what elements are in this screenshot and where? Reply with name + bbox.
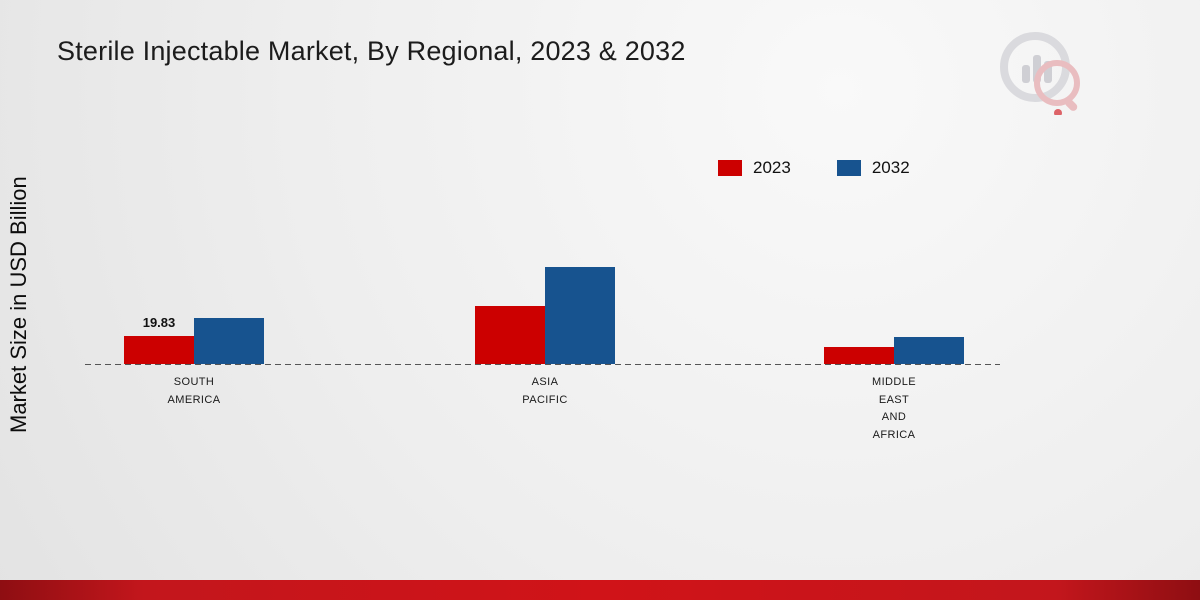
bar-2032-asia-pacific xyxy=(545,267,615,364)
legend-label-2032: 2032 xyxy=(871,158,910,177)
category-label-south-america: SOUTH AMERICA xyxy=(167,376,221,406)
legend-item-2032: 2032 xyxy=(836,158,910,178)
bar-group-middle-east-and-africa xyxy=(824,337,964,364)
chart-legend: 2023 2032 xyxy=(718,158,910,178)
category-label-middle-east-and-africa: MIDDLE EAST AND AFRICA xyxy=(872,376,916,441)
chart-title: Sterile Injectable Market, By Regional, … xyxy=(57,36,686,66)
footer-accent-bar xyxy=(0,580,1200,600)
legend-label-2023: 2023 xyxy=(753,158,791,177)
y-axis-label: Market Size in USD Billion xyxy=(6,176,31,434)
legend-swatch-2032 xyxy=(836,160,861,176)
bar-value-label-south-america-2023: 19.83 xyxy=(142,315,176,330)
bar-group-asia-pacific xyxy=(475,267,615,364)
bar-2032-south-america xyxy=(194,318,264,364)
legend-swatch-2023 xyxy=(718,160,742,176)
bar-2023-middle-east-and-africa xyxy=(824,347,894,364)
x-axis-baseline xyxy=(85,364,1000,365)
bar-2023-asia-pacific xyxy=(475,306,545,364)
bar-2032-middle-east-and-africa xyxy=(894,337,964,364)
bar-2023-south-america: 19.83 xyxy=(124,315,194,364)
bar-group-south-america: 19.83 xyxy=(124,315,264,364)
category-label-asia-pacific: ASIA PACIFIC xyxy=(522,376,568,406)
bar-chart-icon xyxy=(1000,32,1080,117)
legend-item-2023: 2023 xyxy=(718,158,791,178)
brand-logo xyxy=(995,25,1085,117)
